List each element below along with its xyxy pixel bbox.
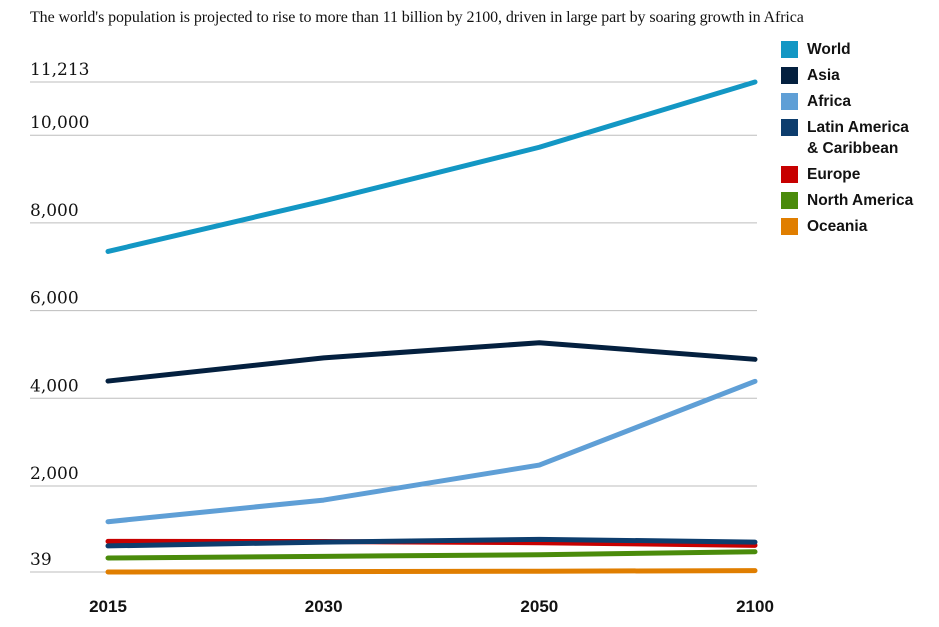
legend-label-oceania: Oceania <box>807 218 868 235</box>
legend-item-oceania: Oceania <box>781 216 913 237</box>
legend-label-europe: Europe <box>807 166 861 183</box>
y-axis-label-6-000: 6,000 <box>30 289 79 309</box>
legend-label-africa: Africa <box>807 93 851 110</box>
x-axis-label-2100: 2100 <box>736 597 774 616</box>
x-axis-label-2050: 2050 <box>520 597 558 616</box>
series-line-world <box>105 79 758 254</box>
legend-item-europe: Europe <box>781 164 913 185</box>
legend-swatch-oceania <box>781 218 798 235</box>
y-axis-label-4-000: 4,000 <box>30 376 79 396</box>
legend-item-world: World <box>781 39 913 60</box>
legend-swatch-asia <box>781 67 798 84</box>
x-axis-label-2030: 2030 <box>305 597 343 616</box>
legend-item-asia: Asia <box>781 65 913 86</box>
legend-item-africa: Africa <box>781 91 913 112</box>
legend-label-north-america: North America <box>807 192 914 209</box>
chart-title: The world's population is projected to r… <box>30 9 804 26</box>
legend-item-north-america: North America <box>781 190 913 211</box>
legend-label-world: World <box>807 41 851 58</box>
series-line-latin-america-caribbean <box>105 536 758 549</box>
legend-label-latin-america-caribbean: Latin America & Caribbean <box>807 119 909 157</box>
y-axis-label-39: 39 <box>30 550 52 570</box>
chart-legend: World Asia Africa Latin America & Caribbean… <box>781 39 913 237</box>
legend-swatch-latin-america-caribbean <box>781 119 798 136</box>
legend-swatch-north-america <box>781 192 798 209</box>
series-line-north-america <box>105 549 758 561</box>
legend-label-asia: Asia <box>807 67 840 84</box>
y-axis-label-10-000: 10,000 <box>30 113 89 133</box>
series-line-asia <box>105 340 758 384</box>
x-axis-label-2015: 2015 <box>89 597 127 616</box>
series-line-oceania <box>105 568 758 575</box>
legend-swatch-africa <box>781 93 798 110</box>
y-axis-label-11-213: 11,213 <box>30 60 89 80</box>
series-line-africa <box>105 378 758 525</box>
y-axis-label-8-000: 8,000 <box>30 201 79 221</box>
legend-item-latin-america-caribbean: Latin America & Caribbean <box>781 117 913 159</box>
legend-swatch-world <box>781 41 798 58</box>
legend-swatch-europe <box>781 166 798 183</box>
y-axis-label-2-000: 2,000 <box>30 464 79 484</box>
